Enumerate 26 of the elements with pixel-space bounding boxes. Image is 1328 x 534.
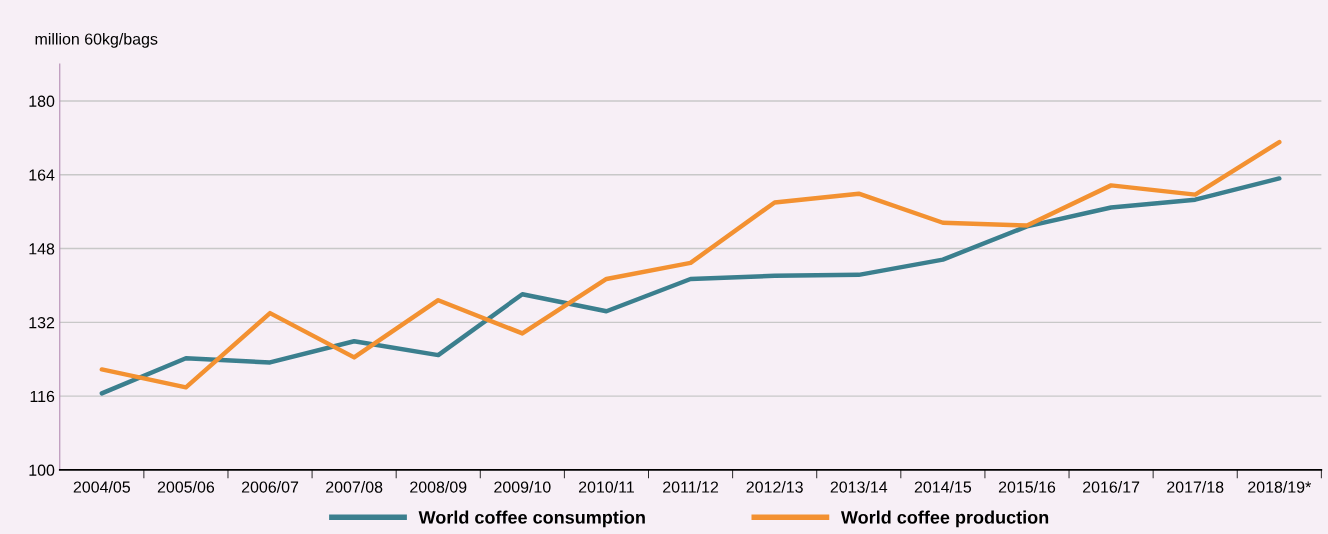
y-tick-label: 180 xyxy=(29,95,55,107)
x-tick-label: 2005/06 xyxy=(157,481,215,493)
y-tick-label: 116 xyxy=(30,390,55,403)
y-tick-label: 132 xyxy=(29,316,55,329)
x-tick-label: 2012/13 xyxy=(746,481,803,493)
x-tick-label: 2010/11 xyxy=(578,481,634,493)
legend-label: World coffee production xyxy=(840,510,1049,528)
x-tick-label: 2009/10 xyxy=(494,481,551,493)
line-series xyxy=(99,176,1282,396)
y-tick-label: 100 xyxy=(29,464,55,476)
x-tick-label: 2007/08 xyxy=(326,481,383,493)
x-tick-label: 2017/18 xyxy=(1167,481,1224,493)
x-tick-label: 2011/12 xyxy=(663,481,719,493)
y-axis-title: million 60kg/bags xyxy=(35,32,158,48)
x-tick-label: 2018/19* xyxy=(1248,481,1312,493)
x-tick-label: 2013/14 xyxy=(830,481,888,493)
x-tick-label: 2016/17 xyxy=(1083,481,1140,493)
line-series xyxy=(99,139,1282,390)
x-tick-label: 2006/07 xyxy=(241,481,299,493)
legend-label: World coffee consumption xyxy=(418,510,645,528)
x-tick-label: 2015/16 xyxy=(998,481,1056,493)
x-tick-label: 2008/09 xyxy=(410,481,467,493)
x-tick-label: 2004/05 xyxy=(73,481,131,493)
y-tick-label: 164 xyxy=(29,169,55,181)
x-tick-label: 2014/15 xyxy=(914,481,972,493)
y-tick-label: 148 xyxy=(29,243,55,255)
